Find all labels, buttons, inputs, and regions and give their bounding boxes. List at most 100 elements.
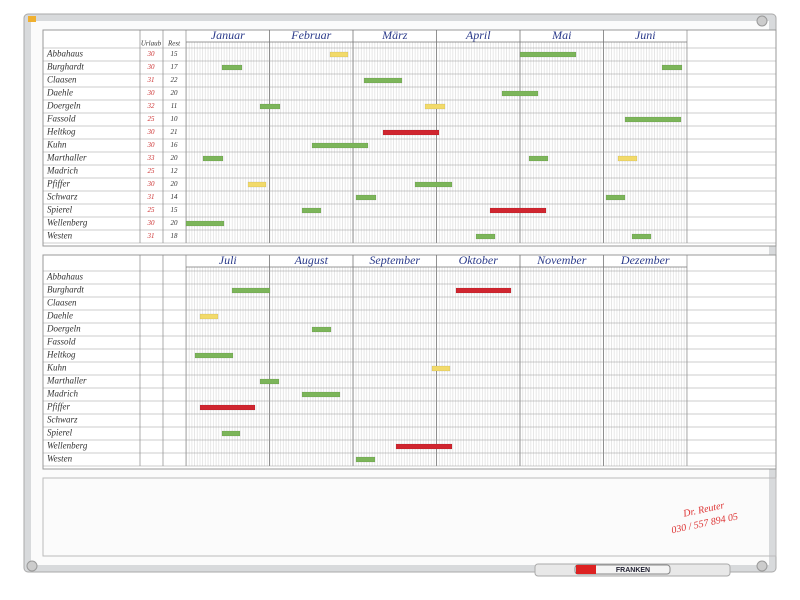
employee-name: Claasen <box>47 75 77 85</box>
magnet-strip <box>329 51 349 58</box>
magnet-strip <box>185 220 225 227</box>
month-label: September <box>369 253 420 267</box>
magnet-strip <box>605 194 626 201</box>
rest-days: 20 <box>171 89 179 97</box>
vacation-days: 25 <box>148 206 156 214</box>
month-label: Juli <box>219 253 237 267</box>
vacation-days: 30 <box>147 141 156 149</box>
employee-name: Westen <box>47 231 73 241</box>
employee-name: Madrich <box>46 166 78 176</box>
rest-days: 15 <box>171 50 179 58</box>
employee-name: Claasen <box>47 298 77 308</box>
employee-name: Madrich <box>46 389 78 399</box>
vacation-days: 30 <box>147 63 156 71</box>
rest-days: 15 <box>171 206 179 214</box>
magnet-strip <box>259 378 280 385</box>
month-label: August <box>294 253 329 267</box>
magnet-strip <box>624 116 682 123</box>
corner <box>756 560 768 572</box>
magnet-strip <box>301 391 341 398</box>
month-label: April <box>465 28 491 42</box>
notes-area <box>42 477 777 557</box>
column-header: Urlaub <box>141 40 162 48</box>
employee-name: Doergeln <box>46 324 81 334</box>
employee-name: Daehle <box>46 311 73 321</box>
rest-days: 16 <box>171 141 179 149</box>
vacation-days: 25 <box>148 115 156 123</box>
employee-name: Heltkog <box>46 350 76 360</box>
employee-name: Fassold <box>46 114 76 124</box>
vacation-days: 25 <box>148 167 156 175</box>
magnet-strip <box>382 129 440 136</box>
employee-name: Burghardt <box>47 285 84 295</box>
marker-brand: FRANKEN <box>616 567 650 574</box>
employee-name: Kuhn <box>46 140 67 150</box>
magnet-strip <box>355 456 376 463</box>
magnet-strip <box>617 155 638 162</box>
employee-name: Fassold <box>46 337 76 347</box>
magnet-strip <box>431 365 451 372</box>
month-label: Oktober <box>459 253 499 267</box>
magnet-strip <box>199 404 256 411</box>
magnet-strip <box>455 287 512 294</box>
employee-name: Wellenberg <box>47 218 88 228</box>
magnet-strip <box>424 103 446 110</box>
panels: Januar Februar März April Mai Juni Urlaub Rest A… <box>42 28 777 470</box>
rest-days: 21 <box>171 128 178 136</box>
employee-name: Schwarz <box>47 415 78 425</box>
employee-name: Heltkog <box>46 127 76 137</box>
month-label: Januar <box>211 28 245 42</box>
magnet-strip <box>395 443 453 450</box>
employee-name: Spierel <box>47 428 73 438</box>
magnet-strip <box>221 430 241 437</box>
magnet-strip <box>519 51 577 58</box>
magnet-strip <box>194 352 234 359</box>
label-tag <box>28 16 36 22</box>
rest-days: 10 <box>171 115 179 123</box>
employee-name: Westen <box>47 454 73 464</box>
magnet-strip <box>247 181 267 188</box>
column-header: Rest <box>167 40 181 48</box>
marker-cap <box>576 565 596 574</box>
vacation-days: 30 <box>147 180 156 188</box>
month-label: Dezember <box>620 253 670 267</box>
rest-days: 11 <box>171 102 177 110</box>
vacation-days: 31 <box>147 76 155 84</box>
employee-name: Burghardt <box>47 62 84 72</box>
rest-days: 17 <box>171 63 179 71</box>
vacation-days: 30 <box>147 50 156 58</box>
corner <box>26 560 38 572</box>
magnet-strip <box>355 194 377 201</box>
rest-days: 12 <box>171 167 179 175</box>
employee-name: Marthaller <box>46 153 87 163</box>
magnet-strip <box>414 181 453 188</box>
employee-name: Abbahaus <box>46 49 83 59</box>
magnet-strip <box>661 64 683 71</box>
employee-name: Doergeln <box>46 101 81 111</box>
magnet-strip <box>311 326 332 333</box>
magnet-strip <box>631 233 652 240</box>
rest-days: 20 <box>171 180 179 188</box>
vacation-days: 31 <box>147 232 155 240</box>
vacation-days: 31 <box>147 193 155 201</box>
month-label: November <box>536 253 587 267</box>
employee-name: Pfiffer <box>46 402 70 412</box>
marker <box>574 564 671 575</box>
rest-days: 18 <box>171 232 179 240</box>
vacation-days: 30 <box>147 89 156 97</box>
vacation-days: 30 <box>147 219 156 227</box>
rest-days: 20 <box>171 219 179 227</box>
month-label: Mai <box>551 28 571 42</box>
employee-name: Wellenberg <box>47 441 88 451</box>
employee-name: Pfiffer <box>46 179 70 189</box>
corner <box>756 15 768 27</box>
vacation-days: 33 <box>147 154 156 162</box>
month-label: März <box>381 28 408 42</box>
rest-days: 14 <box>171 193 179 201</box>
employee-name: Abbahaus <box>46 272 83 282</box>
magnet-strip <box>528 155 549 162</box>
magnet-strip <box>501 90 539 97</box>
magnet-strip <box>202 155 224 162</box>
employee-name: Daehle <box>46 88 73 98</box>
